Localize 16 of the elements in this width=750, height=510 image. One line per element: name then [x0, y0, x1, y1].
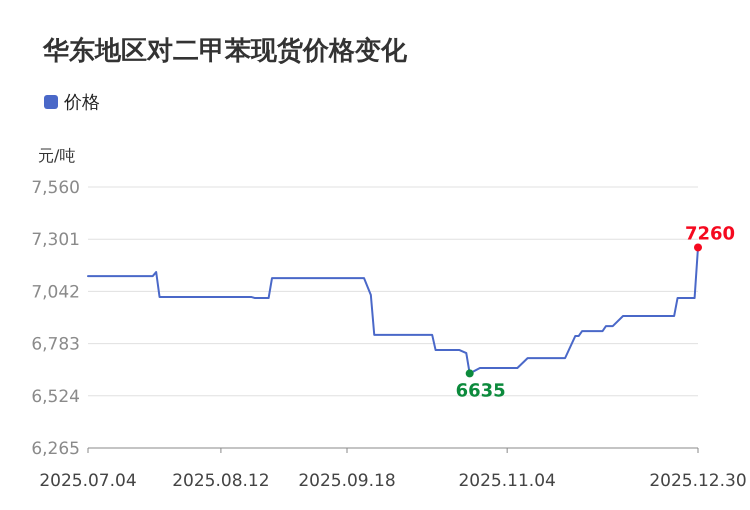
ylabel: 元/吨	[38, 146, 76, 165]
xtick: 2025.07.04	[39, 471, 137, 491]
xtick: 2025.12.30	[649, 471, 747, 491]
annotation: 7260	[684, 223, 736, 244]
ytick: 7,560	[31, 178, 80, 198]
ytick: 6,265	[31, 439, 80, 459]
title: 华东地区对二甲苯现货价格变化	[43, 36, 407, 66]
xtick: 2025.11.04	[458, 471, 556, 491]
legend: 价格	[64, 92, 100, 113]
ytick: 6,783	[31, 334, 80, 355]
xtick: 2025.09.18	[298, 471, 396, 491]
ytick: 7,042	[31, 282, 80, 302]
ytick: 7,301	[31, 230, 80, 250]
xtick: 2025.08.12	[172, 471, 270, 491]
ytick: 6,524	[31, 386, 80, 407]
annotation: 6635	[456, 380, 506, 402]
